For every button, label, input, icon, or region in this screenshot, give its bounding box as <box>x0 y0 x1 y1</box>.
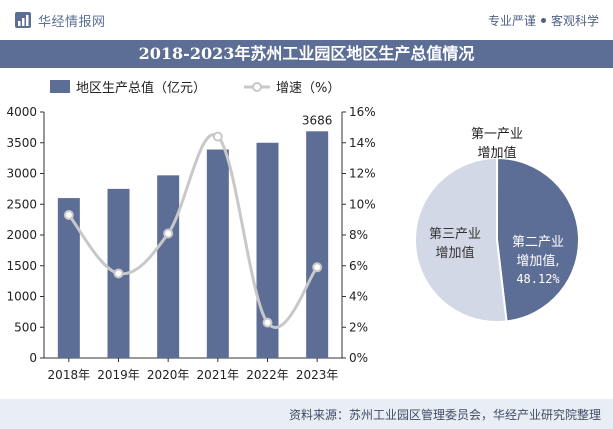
brand-mark-icon <box>15 12 31 28</box>
slogan-left: 专业严谨 <box>487 14 536 28</box>
x-tick-label: 2023年 <box>296 368 339 382</box>
x-tick-label: 2022年 <box>246 368 289 382</box>
pie-label-secondary: 第二产业 <box>512 235 564 250</box>
bar-data-label: 3686 <box>302 113 333 127</box>
y-tick-right-label: 0% <box>349 351 368 365</box>
growth-point <box>212 131 223 142</box>
y-tick-right-label: 6% <box>349 259 368 273</box>
bar <box>306 131 329 358</box>
pie-label-tertiary: 增加值 <box>435 245 474 261</box>
slogan-right: 客观科学 <box>550 14 599 28</box>
x-tick-label: 2019年 <box>97 368 140 382</box>
y-tick-left-label: 500 <box>14 320 37 334</box>
growth-point <box>262 317 273 328</box>
legend-swatch-marker <box>252 82 262 92</box>
x-tick-label: 2021年 <box>197 368 240 382</box>
y-tick-right-label: 4% <box>349 290 368 304</box>
growth-point <box>312 262 323 273</box>
growth-line <box>67 133 319 329</box>
y-tick-right-label: 2% <box>349 320 368 334</box>
bar <box>157 175 180 358</box>
y-tick-left-label: 1500 <box>6 259 37 273</box>
y-tick-right-label: 12% <box>349 167 376 181</box>
bar <box>57 198 80 358</box>
pie-label-primary: 第一产业 <box>471 127 523 142</box>
pie-label-secondary: 增加值, <box>516 253 559 269</box>
brand-name: 华经情报网 <box>38 14 106 30</box>
growth-point <box>63 210 74 221</box>
pie-value-label: 48.12% <box>516 272 560 286</box>
pie-label-tertiary: 第三产业 <box>429 227 481 242</box>
y-tick-right-label: 16% <box>349 105 376 119</box>
footer-bar <box>0 399 613 429</box>
slogan: 专业严谨 客观科学 <box>488 12 599 29</box>
y-tick-right-label: 14% <box>349 136 376 150</box>
legend-label-line: 增速（%） <box>276 81 340 96</box>
slogan-dot <box>540 18 546 23</box>
pie-slice <box>414 156 508 323</box>
bar <box>256 142 279 358</box>
chart-title: 2018-2023年苏州工业园区地区生产总值情况 <box>138 44 475 63</box>
x-tick-label: 2020年 <box>147 368 190 382</box>
x-tick-label: 2018年 <box>48 368 91 382</box>
legend-label-bar: 地区生产总值（亿元） <box>76 80 206 96</box>
title-bar <box>0 40 613 68</box>
brand-logo: 华经情报网 <box>14 10 106 30</box>
growth-point <box>113 268 124 279</box>
y-tick-left-label: 4000 <box>6 105 37 119</box>
y-tick-left-label: 0 <box>29 351 37 365</box>
pie-slice <box>495 156 580 323</box>
y-tick-left-label: 3500 <box>6 136 37 150</box>
y-tick-left-label: 2000 <box>6 228 37 242</box>
source-note: 资料来源：苏州工业园区管理委员会，华经产业研究院整理 <box>288 408 601 422</box>
top-bar: 华经情报网 专业严谨 客观科学 <box>0 0 613 40</box>
pie-label-primary: 增加值 <box>477 145 516 161</box>
y-tick-right-label: 10% <box>349 197 376 211</box>
legend-swatch-bar <box>50 80 70 93</box>
y-tick-left-label: 1000 <box>6 290 37 304</box>
y-tick-left-label: 2500 <box>6 197 37 211</box>
bar <box>206 149 229 358</box>
growth-point <box>163 228 174 239</box>
y-tick-right-label: 8% <box>349 228 368 242</box>
y-tick-left-label: 3000 <box>6 167 37 181</box>
